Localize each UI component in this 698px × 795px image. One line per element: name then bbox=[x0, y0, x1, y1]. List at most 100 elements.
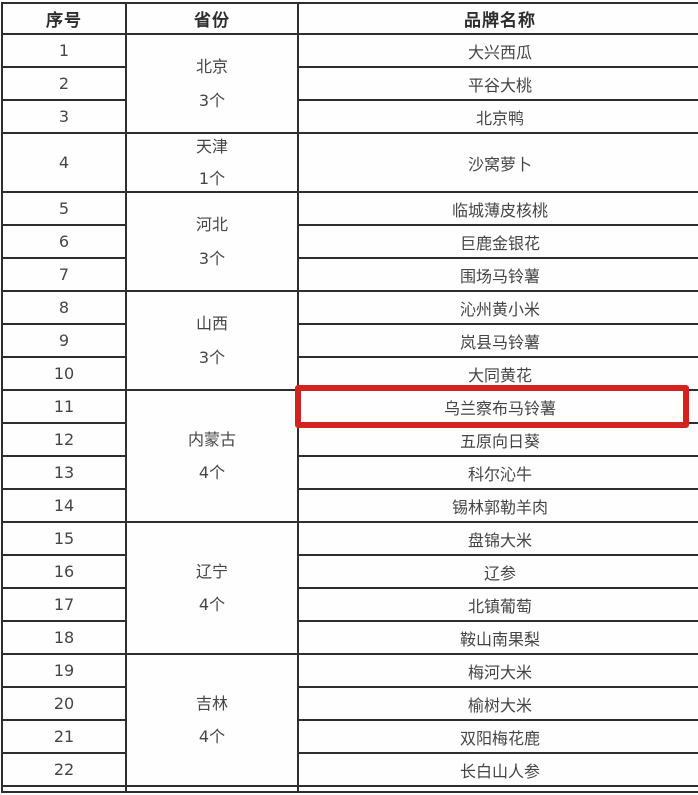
brand-cell: 沁州黄小米 bbox=[297, 290, 698, 325]
province-name: 北京 bbox=[195, 57, 228, 77]
brand-name: 岚县马铃薯 bbox=[459, 332, 540, 352]
brand-name: 辽参 bbox=[483, 563, 516, 583]
province-cell bbox=[125, 785, 299, 793]
brand-cell: 大兴西瓜 bbox=[297, 33, 698, 68]
table-header: 序号 省份 品牌名称 bbox=[1, 2, 698, 35]
brand-name: 平谷大桃 bbox=[467, 75, 532, 95]
table-row: 6 巨鹿金银花 bbox=[1, 224, 698, 259]
serial-cell: 21 bbox=[1, 719, 127, 754]
serial-cell: 15 bbox=[1, 521, 127, 556]
province-count: 3个 bbox=[198, 347, 226, 367]
brand-name: 科尔沁牛 bbox=[467, 464, 532, 484]
province-cell: 辽宁 4个 bbox=[125, 521, 299, 655]
brand-cell: 乌兰察布马铃薯 bbox=[295, 385, 698, 428]
serial-cell: 9 bbox=[1, 323, 127, 358]
brand-cell: 围场马铃薯 bbox=[297, 257, 698, 292]
serial-cell: 11 bbox=[1, 389, 127, 424]
province-count: 4个 bbox=[198, 595, 226, 614]
table-row: 14 锡林郭勒羊肉 bbox=[1, 488, 698, 523]
table-row: 3 北京鸭 bbox=[1, 99, 698, 134]
serial-cell: 16 bbox=[1, 554, 127, 589]
header-brand-name: 品牌名称 bbox=[297, 2, 698, 35]
header-province: 省份 bbox=[125, 2, 299, 35]
brand-name: 双阳梅花鹿 bbox=[459, 728, 540, 748]
brand-name: 北京鸭 bbox=[475, 108, 524, 128]
serial-cell: 14 bbox=[1, 488, 127, 523]
table-row: 5 河北 3个 临城薄皮核桃 bbox=[1, 191, 698, 292]
table-row: 12 五原向日葵 bbox=[1, 422, 698, 457]
brand-cell: 巨鹿金银花 bbox=[297, 224, 698, 259]
province-cell: 吉林 4个 bbox=[125, 653, 299, 787]
brand-name: 梅河大米 bbox=[467, 662, 532, 682]
brand-cell: 双阳梅花鹿 bbox=[297, 719, 698, 754]
serial-cell: 3 bbox=[1, 99, 127, 134]
serial-cell: 5 bbox=[1, 191, 127, 226]
brand-name: 沙窝萝卜 bbox=[467, 154, 532, 174]
serial-cell: 2 bbox=[1, 66, 127, 101]
brand-cell: 临城薄皮核桃 bbox=[297, 191, 698, 226]
table-row: 20 榆树大米 bbox=[1, 686, 698, 721]
table-row: 17 北镇葡萄 bbox=[1, 587, 698, 622]
header-row: 序号 省份 品牌名称 bbox=[1, 2, 698, 35]
table-row: 9 岚县马铃薯 bbox=[1, 323, 698, 358]
table-body: 1 北京 3个 大兴西瓜 2 平谷大桃 3 北京鸭 4 天津 1个 沙窝萝卜 5 河北 3个 临城薄皮核桃 6 巨… bbox=[1, 33, 698, 793]
province-cell: 河北 3个 bbox=[125, 191, 299, 292]
brand-name: 盘锦大米 bbox=[467, 530, 532, 550]
brand-name: 锡林郭勒羊肉 bbox=[451, 497, 548, 517]
table-row: 2 平谷大桃 bbox=[1, 66, 698, 101]
table-row: 7 围场马铃薯 bbox=[1, 257, 698, 292]
brand-name: 长白山人参 bbox=[459, 761, 540, 781]
table-row: 19 吉林 4个 梅河大米 bbox=[1, 653, 698, 787]
serial-cell: 12 bbox=[1, 422, 127, 457]
province-cell: 内蒙古 4个 bbox=[125, 389, 299, 523]
brand-cell: 梅河大米 bbox=[297, 653, 698, 688]
brand-name: 北镇葡萄 bbox=[467, 596, 532, 616]
province-name: 吉林 bbox=[195, 693, 228, 713]
serial-cell: 6 bbox=[1, 224, 127, 259]
brand-cell: 岚县马铃薯 bbox=[297, 323, 698, 358]
brand-name: 乌兰察布马铃薯 bbox=[443, 398, 556, 418]
serial-cell: 18 bbox=[1, 620, 127, 655]
table-row-clipped bbox=[1, 785, 698, 793]
brand-cell: 科尔沁牛 bbox=[297, 455, 698, 490]
header-serial: 序号 bbox=[1, 2, 127, 35]
province-count: 1个 bbox=[198, 168, 226, 188]
serial-cell bbox=[1, 785, 127, 793]
province-cell: 天津 1个 bbox=[125, 132, 299, 193]
table-row: 10 大同黄花 bbox=[1, 356, 698, 391]
brand-cell: 盘锦大米 bbox=[297, 521, 698, 556]
province-name: 辽宁 bbox=[195, 561, 228, 581]
brand-cell: 辽参 bbox=[297, 554, 698, 589]
province-cell: 北京 3个 bbox=[125, 33, 299, 134]
province-name: 山西 bbox=[195, 314, 228, 334]
province-name: 内蒙古 bbox=[187, 429, 236, 449]
table-row: 4 天津 1个 沙窝萝卜 bbox=[1, 132, 698, 193]
brand-cell: 五原向日葵 bbox=[297, 422, 698, 457]
brand-cell: 平谷大桃 bbox=[297, 66, 698, 101]
table-row: 18 鞍山南果梨 bbox=[1, 620, 698, 655]
brand-name: 大兴西瓜 bbox=[467, 42, 532, 62]
brand-cell: 榆树大米 bbox=[297, 686, 698, 721]
brand-name: 榆树大米 bbox=[467, 695, 532, 715]
table-row: 11 内蒙古 4个 乌兰察布马铃薯 bbox=[1, 385, 698, 523]
serial-cell: 7 bbox=[1, 257, 127, 292]
serial-cell: 13 bbox=[1, 455, 127, 490]
table-row: 1 北京 3个 大兴西瓜 bbox=[1, 33, 698, 134]
province-name: 河北 bbox=[195, 215, 228, 235]
brand-cell: 北镇葡萄 bbox=[297, 587, 698, 622]
province-cell: 山西 3个 bbox=[125, 290, 299, 391]
serial-cell: 8 bbox=[1, 290, 127, 325]
brand-cell: 沙窝萝卜 bbox=[297, 132, 698, 193]
brand-name: 沁州黄小米 bbox=[459, 299, 540, 319]
brand-name: 围场马铃薯 bbox=[459, 266, 540, 286]
serial-cell: 22 bbox=[1, 752, 127, 787]
table-row: 21 双阳梅花鹿 bbox=[1, 719, 698, 754]
brand-cell: 鞍山南果梨 bbox=[297, 620, 698, 655]
province-count: 4个 bbox=[198, 463, 226, 482]
province-count: 4个 bbox=[198, 727, 226, 746]
brand-cell: 长白山人参 bbox=[297, 752, 698, 787]
brand-cell bbox=[297, 785, 698, 793]
brand-cell: 大同黄花 bbox=[297, 356, 698, 391]
